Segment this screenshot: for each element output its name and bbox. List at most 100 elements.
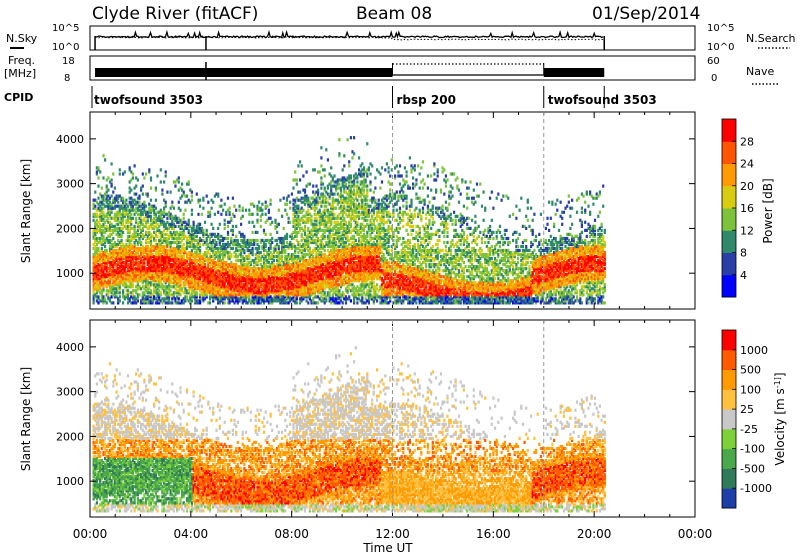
rti-cell <box>165 201 167 204</box>
rti-cell <box>230 253 232 256</box>
rti-cell <box>202 229 204 232</box>
rti-cell <box>220 205 222 208</box>
freq-tick-high: 18 <box>62 56 75 67</box>
rti-cell <box>191 191 193 194</box>
rti-cell <box>256 239 258 242</box>
rti-cell <box>134 164 136 167</box>
rti-cell <box>191 195 193 198</box>
rti-cell <box>301 164 303 167</box>
freq-band <box>544 68 605 77</box>
rti-cell <box>229 211 231 214</box>
rti-cell <box>235 235 237 238</box>
rti-cell <box>224 223 226 226</box>
rti-cell <box>243 235 245 238</box>
rti-cell <box>217 211 219 214</box>
rti-cell <box>163 180 165 183</box>
nsearch-trace <box>95 37 603 40</box>
rti-cell <box>309 183 311 186</box>
rti-cell <box>324 291 326 294</box>
rti-cell <box>174 185 176 188</box>
power-panel: 1000200030004000 Slant Range [km] <box>19 112 695 309</box>
rti-cell <box>324 168 326 171</box>
rti-cell <box>324 174 326 177</box>
rti-cell <box>333 193 335 196</box>
rti-cell <box>297 164 299 167</box>
rti-cell <box>97 295 99 298</box>
rti-cell <box>289 201 291 204</box>
rti-cell <box>114 187 116 190</box>
rti-cell <box>299 178 301 181</box>
rti-cell <box>156 174 158 177</box>
rti-cell <box>188 229 190 232</box>
rti-cell <box>227 225 229 228</box>
rti-cell <box>143 201 145 204</box>
rti-cell <box>320 187 322 190</box>
rti-cell <box>258 245 260 248</box>
rti-cell <box>265 243 267 246</box>
rti-cell <box>147 193 149 196</box>
rti-cell <box>232 225 234 228</box>
rti-cell <box>315 207 317 210</box>
rti-cell <box>219 223 221 226</box>
rti-cell <box>266 205 268 208</box>
rti-cell <box>286 203 288 206</box>
rti-cell <box>230 237 232 240</box>
rti-cell <box>199 223 201 226</box>
rti-cell <box>274 219 276 222</box>
rti-cell <box>102 176 104 179</box>
rti-cell <box>320 176 322 179</box>
rti-cell <box>338 138 340 141</box>
rti-cell <box>199 243 201 246</box>
rti-cell <box>199 199 201 202</box>
rti-cell <box>278 209 280 212</box>
rti-cell <box>296 301 298 304</box>
rti-cell <box>260 251 262 254</box>
rti-cell <box>325 205 327 208</box>
rti-cell <box>248 209 250 212</box>
nsearch-tick-high: 10^5 <box>707 23 734 34</box>
rti-cell <box>260 219 262 222</box>
freq-label: Freq. <box>8 54 35 67</box>
rti-cell <box>299 191 301 194</box>
rti-cell <box>237 239 239 242</box>
rti-cell <box>188 219 190 222</box>
rti-cell <box>132 172 134 175</box>
rti-cell <box>227 197 229 200</box>
rti-cell <box>307 209 309 212</box>
rti-cell <box>302 174 304 177</box>
rti-cell <box>310 219 312 222</box>
rti-cell <box>137 178 139 181</box>
rti-cell <box>252 231 254 234</box>
rti-cell <box>220 213 222 216</box>
rti-cell <box>306 170 308 173</box>
rti-cell <box>265 213 267 216</box>
power-data-cells <box>93 136 606 304</box>
rti-cell <box>117 201 119 204</box>
rti-cell <box>150 187 152 190</box>
rti-cell <box>278 223 280 226</box>
rti-cell <box>301 233 303 236</box>
rti-cell <box>202 197 204 200</box>
rti-cell <box>184 209 186 212</box>
rti-cell <box>338 289 340 292</box>
rti-cell <box>119 291 121 294</box>
rti-cell <box>150 215 152 218</box>
rti-cell <box>248 221 250 224</box>
rti-cell <box>335 241 337 244</box>
rti-cell <box>260 225 262 228</box>
rti-cell <box>335 207 337 210</box>
rti-cell <box>204 221 206 224</box>
rti-cell <box>94 191 96 194</box>
rti-cell <box>199 205 201 208</box>
rti-cell <box>245 209 247 212</box>
rti-cell <box>320 156 322 159</box>
rti-cell <box>315 217 317 220</box>
rti-cell <box>296 183 298 186</box>
rti-cell <box>130 213 132 216</box>
rti-cell <box>191 213 193 216</box>
rti-cell <box>145 205 147 208</box>
date-title: 01/Sep/2014 <box>592 4 700 24</box>
rti-cell <box>107 189 109 192</box>
rti-cell <box>240 223 242 226</box>
rti-cell <box>155 239 157 242</box>
